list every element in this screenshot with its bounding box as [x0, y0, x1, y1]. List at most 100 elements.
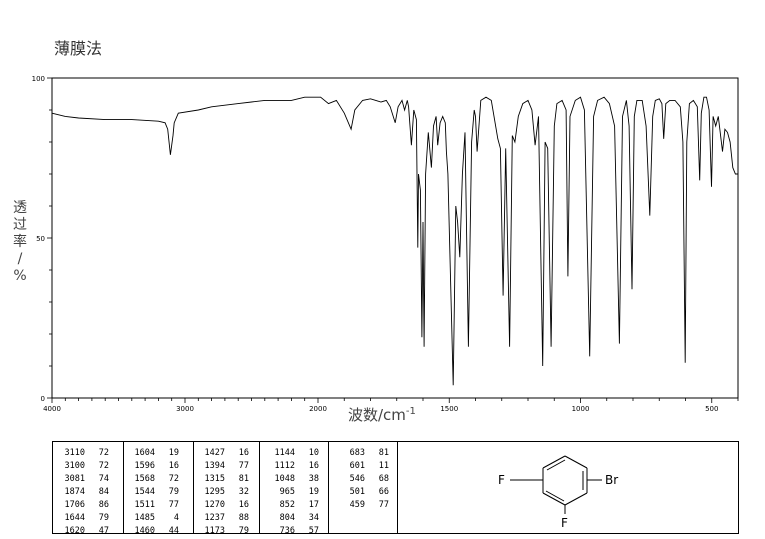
- peak-wavenumber: 1596: [134, 460, 155, 471]
- peak-transmittance: 16: [238, 447, 249, 458]
- peak-row: 1485 4: [125, 511, 193, 524]
- peak-transmittance: 19: [308, 486, 319, 497]
- peak-column: 1144 10 1112 16 1048 38 965 19 852 17 804 34 736 57: [265, 446, 333, 537]
- method-label: 薄膜法: [54, 39, 103, 58]
- peak-transmittance: 77: [168, 499, 179, 510]
- peak-wavenumber: 852: [279, 499, 295, 510]
- peak-wavenumber: 1270: [204, 499, 225, 510]
- peak-row: 804 34: [265, 511, 333, 524]
- peak-row: 1544 79: [125, 485, 193, 498]
- y-axis-label: 透过率 /%: [10, 200, 30, 285]
- peak-row: 546 68: [335, 472, 403, 485]
- peak-wavenumber: 1394: [204, 460, 225, 471]
- peak-row: 1511 77: [125, 498, 193, 511]
- peak-row: 1394 77: [195, 459, 263, 472]
- peak-column: 1604 19 1596 16 1568 72 1544 79 1511 77 1485 4 1460 4…: [125, 446, 193, 537]
- peak-transmittance: 66: [378, 486, 389, 497]
- peak-column: 3110 72 3100 72 3081 74 1874 84 1706 86 1644 79 1620…: [55, 446, 123, 536]
- peak-wavenumber: 1315: [204, 473, 225, 484]
- y-axis-label-char: 透: [13, 200, 27, 216]
- table-column-separator: [328, 442, 329, 533]
- table-column-separator: [123, 442, 124, 533]
- peak-transmittance: 38: [308, 473, 319, 484]
- peak-wavenumber: 804: [279, 512, 295, 523]
- benzene-ring: [510, 455, 602, 514]
- peak-wavenumber: 1048: [274, 473, 295, 484]
- peak-wavenumber: 683: [349, 447, 365, 458]
- peak-row: 1427 16: [195, 446, 263, 459]
- x-tick-label: 1500: [440, 405, 458, 413]
- peak-row: 459 77: [335, 498, 403, 511]
- peak-row: 1173 79: [195, 524, 263, 537]
- x-tick-label: 3000: [176, 405, 194, 413]
- peak-wavenumber: 965: [279, 486, 295, 497]
- x-tick-label: 1000: [572, 405, 590, 413]
- peak-column: 1427 16 1394 77 1315 81 1295 32 1270 16 1237 88 1173…: [195, 446, 263, 537]
- peak-row: 683 81: [335, 446, 403, 459]
- peak-row: 1460 44: [125, 524, 193, 537]
- peak-row: 965 19: [265, 485, 333, 498]
- peak-table: 3110 72 3100 72 3081 74 1874 84 1706 86 1644 79 1620…: [52, 441, 739, 537]
- table-column-separator: [259, 442, 260, 533]
- peak-wavenumber: 3081: [64, 473, 85, 484]
- peak-transmittance: 16: [168, 460, 179, 471]
- peak-wavenumber: 1173: [204, 525, 225, 536]
- peak-transmittance: 81: [238, 473, 249, 484]
- plot-frame: [51, 77, 739, 399]
- peak-row: 1568 72: [125, 472, 193, 485]
- atom-f-bottom: F: [561, 516, 568, 530]
- peak-row: 1270 16: [195, 498, 263, 511]
- peak-wavenumber: 736: [279, 525, 295, 536]
- peak-wavenumber: 1485: [134, 512, 155, 523]
- axis-ticks: [47, 77, 739, 403]
- peak-wavenumber: 1460: [134, 525, 155, 536]
- peak-row: 1112 16: [265, 459, 333, 472]
- peak-wavenumber: 1620: [64, 525, 85, 536]
- peak-row: 601 11: [335, 459, 403, 472]
- peak-row: 1048 38: [265, 472, 333, 485]
- x-tick-label: 4000: [43, 405, 61, 413]
- y-axis-label-char: /: [17, 251, 23, 267]
- peak-transmittance: 81: [378, 447, 389, 458]
- atom-f-left: F: [498, 473, 505, 487]
- peak-transmittance: 72: [98, 460, 109, 471]
- peak-wavenumber: 459: [349, 499, 365, 510]
- peak-transmittance: 88: [238, 512, 249, 523]
- peak-transmittance: 32: [238, 486, 249, 497]
- peak-wavenumber: 1144: [274, 447, 295, 458]
- peak-row: 736 57: [265, 524, 333, 537]
- peak-row: 1315 81: [195, 472, 263, 485]
- peak-transmittance: 47: [98, 525, 109, 536]
- x-axis-label-text: 波数/cm: [348, 406, 406, 424]
- peak-wavenumber: 1511: [134, 499, 155, 510]
- peak-transmittance: 4: [173, 512, 179, 523]
- peak-row: 1596 16: [125, 459, 193, 472]
- peak-row: 1874 84: [55, 485, 123, 498]
- peak-wavenumber: 601: [349, 460, 365, 471]
- peak-wavenumber: 1874: [64, 486, 85, 497]
- peak-transmittance: 10: [308, 447, 319, 458]
- structure-diagram: F Br F: [498, 455, 618, 530]
- peak-transmittance: 34: [308, 512, 319, 523]
- table-column-separator: [397, 442, 398, 533]
- peak-wavenumber: 3110: [64, 447, 85, 458]
- peak-wavenumber: 1644: [64, 512, 85, 523]
- peak-row: 1706 86: [55, 498, 123, 511]
- y-axis-label-char: 率: [13, 234, 27, 250]
- peak-transmittance: 72: [168, 473, 179, 484]
- peak-transmittance: 86: [98, 499, 109, 510]
- spectrum-line: [51, 96, 738, 386]
- peak-wavenumber: 1237: [204, 512, 225, 523]
- peak-row: 3081 74: [55, 472, 123, 485]
- y-tick-label: 0: [41, 395, 45, 403]
- atom-br: Br: [605, 473, 618, 487]
- peak-row: 1644 79: [55, 511, 123, 524]
- peak-wavenumber: 1706: [64, 499, 85, 510]
- peak-row: 1295 32: [195, 485, 263, 498]
- axis-tick-labels: 4000 3000 2000 1500 1000 500 0 50 100: [32, 75, 719, 413]
- y-axis-label-char: %: [13, 268, 27, 284]
- x-axis-label-sup: -1: [406, 406, 416, 417]
- peak-wavenumber: 1112: [274, 460, 295, 471]
- peak-transmittance: 68: [378, 473, 389, 484]
- peak-wavenumber: 3100: [64, 460, 85, 471]
